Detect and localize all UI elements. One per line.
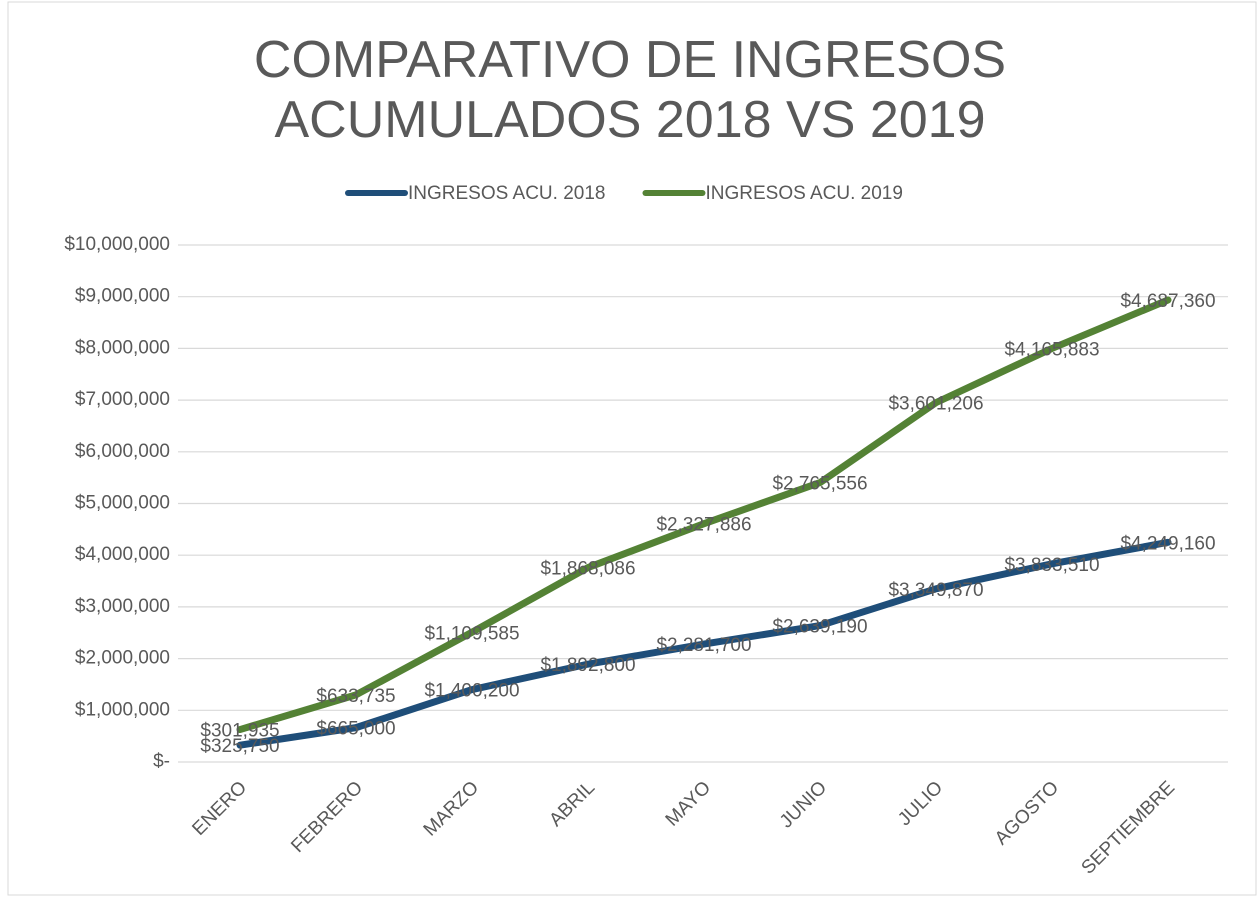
data-label: $2,765,556	[772, 474, 867, 495]
chart-border	[7, 1, 1257, 896]
chart-title: COMPARATIVO DE INGRESOS ACUMULADOS 2018 …	[253, 31, 1007, 149]
data-label: $2,639,190	[772, 617, 867, 638]
data-label: $1,892,800	[540, 655, 635, 676]
y-tick-label: $3,000,000	[75, 596, 170, 617]
legend-label: INGRESOS ACU. 2019	[705, 183, 902, 204]
y-tick-label: $5,000,000	[75, 493, 170, 514]
x-tick-label: JUNIO	[776, 777, 831, 832]
y-tick-label: $10,000,000	[64, 234, 170, 255]
data-label: $301,935	[200, 721, 279, 742]
y-tick-label: $6,000,000	[75, 441, 170, 462]
y-tick-label: $1,000,000	[75, 699, 170, 720]
x-tick-label: MAYO	[662, 777, 715, 830]
data-label: $3,349,870	[888, 580, 983, 601]
data-label: $3,833,510	[1004, 555, 1099, 576]
data-label: $665,000	[316, 719, 395, 740]
x-tick-label: MARZO	[420, 777, 483, 840]
data-label: $4,687,360	[1120, 291, 1215, 312]
series-line	[236, 296, 1172, 734]
data-label: $4,165,883	[1004, 339, 1099, 360]
x-tick-label: ABRIL	[545, 777, 599, 831]
x-tick-label: AGOSTO	[991, 777, 1063, 849]
x-tick-label: ENERO	[188, 777, 251, 840]
y-tick-label: $7,000,000	[75, 389, 170, 410]
x-tick-label: SEPTIEMBRE	[1078, 777, 1179, 878]
data-label: $2,281,700	[656, 635, 751, 656]
y-tick-label: $2,000,000	[75, 648, 170, 669]
y-tick-label: $8,000,000	[75, 337, 170, 358]
data-label: $1,109,585	[424, 623, 519, 644]
legend-label: INGRESOS ACU. 2018	[408, 183, 605, 204]
data-label: $2,327,886	[656, 515, 751, 536]
data-label: $3,601,206	[888, 394, 983, 415]
y-tick-label: $-	[153, 751, 170, 772]
data-label: $1,868,086	[540, 559, 635, 580]
data-label: $325,750	[200, 736, 279, 757]
series-line	[236, 538, 1172, 749]
y-tick-label: $4,000,000	[75, 544, 170, 565]
data-label: $633,735	[316, 686, 395, 707]
data-label: $4,249,160	[1120, 533, 1215, 554]
x-tick-label: JULIO	[894, 777, 947, 830]
x-tick-label: FEBRERO	[287, 777, 367, 857]
y-tick-label: $9,000,000	[75, 286, 170, 307]
data-label: $1,400,200	[424, 681, 519, 702]
